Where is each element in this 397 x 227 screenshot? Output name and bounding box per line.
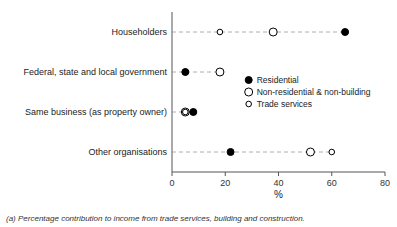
x-tick-label: 60: [327, 178, 337, 188]
x-tick: [225, 172, 226, 176]
dot: [183, 109, 189, 115]
dot: [329, 149, 335, 155]
leader-line: [172, 72, 220, 73]
dot: [181, 108, 189, 116]
x-axis: [172, 172, 385, 173]
legend-label: Trade services: [257, 99, 312, 109]
leader-line: [172, 32, 345, 33]
y-tick-label: Federal, state and local government: [23, 67, 167, 77]
x-tick: [331, 172, 332, 176]
legend-label: Residential: [257, 75, 299, 85]
dot: [190, 109, 197, 116]
x-tick-label: 80: [380, 178, 390, 188]
x-tick: [385, 172, 386, 176]
dot: [342, 29, 349, 36]
legend-marker: [246, 101, 252, 107]
y-tick-label: Householders: [111, 27, 167, 37]
x-tick: [172, 172, 173, 176]
chart: 0 20 40 60 80% Householders Federal, state and…: [0, 0, 397, 227]
y-tick-label: Same business (as property owner): [25, 107, 167, 117]
legend-label: Non-residential & non-building: [257, 87, 371, 97]
dot: [306, 148, 314, 156]
x-tick-label: 0: [169, 178, 174, 188]
x-tick-label: 40: [273, 178, 283, 188]
legend-marker: [245, 88, 253, 96]
legend: Residential Non-residential & non-buildin…: [245, 75, 371, 109]
x-tick-label: 20: [220, 178, 230, 188]
dot: [216, 68, 224, 76]
dot: [183, 69, 189, 75]
dot: [182, 69, 189, 76]
footnote: (a) Percentage contribution to income fr…: [6, 214, 305, 223]
dot: [269, 28, 277, 36]
dot: [227, 149, 234, 156]
x-tick: [278, 172, 279, 176]
x-axis-label: %: [274, 189, 283, 200]
dot: [217, 29, 223, 35]
legend-marker: [245, 77, 252, 84]
y-axis: [172, 12, 173, 172]
y-tick-label: Other organisations: [88, 147, 167, 157]
